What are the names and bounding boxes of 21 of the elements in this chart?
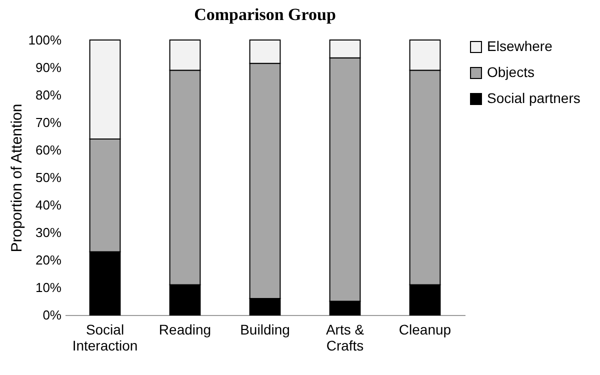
legend-label: Elsewhere <box>487 38 553 54</box>
x-tick-label: Reading <box>158 322 212 338</box>
y-tick-label: 20% <box>35 252 62 268</box>
x-tick-label: Cleanup <box>398 322 452 338</box>
y-tick-label: 30% <box>35 225 62 240</box>
y-tick-label: 80% <box>35 88 62 102</box>
y-tick-label: 70% <box>35 115 62 130</box>
y-tick-label: 90% <box>35 60 62 75</box>
y-tick-label: 100% <box>28 32 62 48</box>
legend-label: Social partners <box>487 90 580 106</box>
y-tick-label: 40% <box>35 198 62 212</box>
x-tick-label: Building <box>240 322 290 338</box>
y-tick-label: 10% <box>35 280 62 295</box>
chart-title: Comparison Group <box>194 5 336 24</box>
x-tick-label: Social Interaction <box>72 322 138 354</box>
legend-label: Objects <box>487 64 534 80</box>
y-tick-label: 50% <box>35 170 62 185</box>
y-axis-title: Proportion of Attention <box>8 104 26 252</box>
y-tick-label: 0% <box>42 308 62 322</box>
x-tick-label: Arts & Crafts <box>326 322 365 354</box>
y-tick-label: 60% <box>35 142 62 158</box>
